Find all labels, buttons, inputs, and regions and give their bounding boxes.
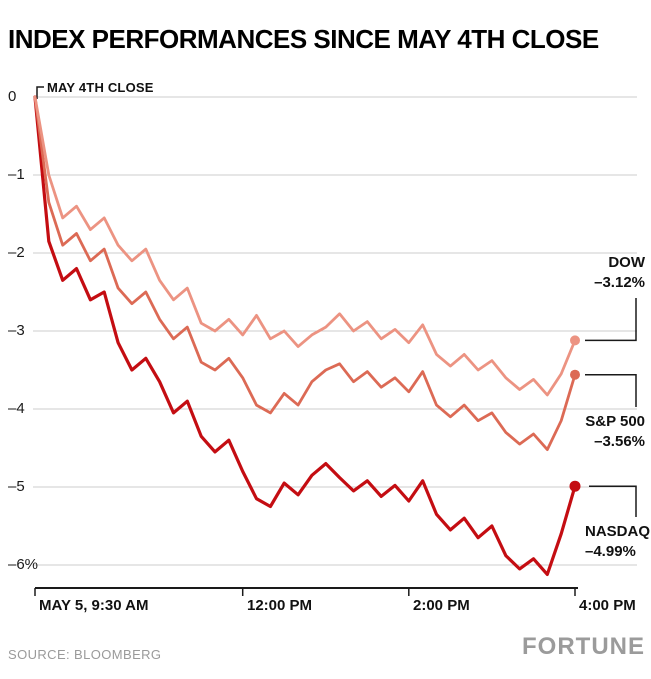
series-value-nasdaq: –4.99% [585, 543, 636, 560]
chart-title: INDEX PERFORMANCES SINCE MAY 4TH CLOSE [8, 24, 599, 54]
series-line-nasdaq [33, 95, 577, 577]
series-name-sp500: S&P 500 [585, 413, 645, 430]
x-tick-label: 2:00 PM [413, 597, 470, 614]
y-tick-label: –5 [8, 478, 25, 495]
label-connector-dow [585, 298, 637, 342]
annotation-tick [36, 86, 44, 99]
series-name-dow: DOW [608, 254, 645, 271]
series-line-dow [33, 95, 577, 397]
series-end-dot-dow [570, 335, 580, 346]
x-tick-label: 12:00 PM [247, 597, 313, 614]
y-tick-label: –6% [8, 556, 39, 573]
x-tick-label: MAY 5, 9:30 AM [39, 597, 149, 614]
y-tick-label: –3 [8, 322, 25, 339]
series-end-dot-sp500 [570, 369, 580, 380]
fortune-logo: FORTUNE [522, 633, 645, 660]
series-end-dot-nasdaq [569, 480, 581, 492]
source-credit: SOURCE: BLOOMBERG [8, 647, 162, 662]
y-tick-label: 0 [8, 88, 17, 105]
annotation-may4th-close: MAY 4TH CLOSE [47, 80, 154, 95]
label-connector-nasdaq [589, 485, 637, 517]
series-value-dow: –3.12% [594, 274, 645, 291]
series-label-sp500: S&P 500 –3.56% [585, 412, 645, 452]
series-label-dow: DOW –3.12% [594, 253, 645, 293]
series-name-nasdaq: NASDAQ [585, 523, 651, 540]
series-line-sp500 [33, 95, 577, 452]
series-label-nasdaq: NASDAQ –4.99% [585, 522, 650, 562]
series-value-sp500: –3.56% [594, 433, 645, 450]
label-connector-sp500 [585, 373, 637, 407]
y-tick-label: –2 [8, 244, 25, 261]
x-tick-label: 4:00 PM [579, 597, 636, 614]
y-tick-label: –4 [8, 400, 25, 417]
y-tick-label: –1 [8, 166, 25, 183]
